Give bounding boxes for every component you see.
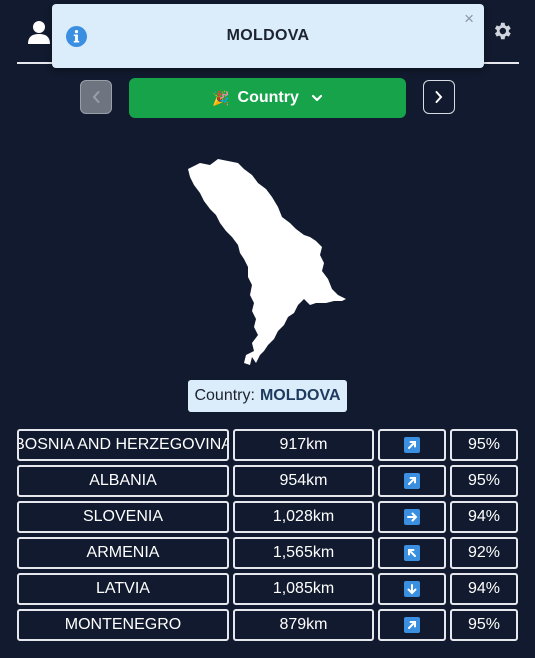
party-popper-icon: 🎉 (212, 90, 229, 107)
answer-value: MOLDOVA (260, 387, 341, 405)
guess-country: ARMENIA (17, 537, 229, 569)
user-icon[interactable] (28, 20, 50, 44)
arrow-north-east-icon (404, 617, 420, 633)
guess-direction (378, 537, 446, 569)
guess-country: BOSNIA AND HERZEGOVINA (17, 429, 229, 461)
guess-distance: 1,085km (233, 573, 374, 605)
guess-mode-label: Country (238, 89, 299, 107)
guess-distance: 917km (233, 429, 374, 461)
guess-country: SLOVENIA (17, 501, 229, 533)
guess-distance: 954km (233, 465, 374, 497)
guess-proximity: 95% (450, 465, 518, 497)
guess-mode-dropdown[interactable]: 🎉 Country (129, 78, 406, 118)
guess-direction (378, 429, 446, 461)
chevron-down-icon (311, 93, 323, 103)
arrow-north-east-icon (404, 437, 420, 453)
guess-proximity: 94% (450, 573, 518, 605)
guess-distance: 1,565km (233, 537, 374, 569)
guess-distance: 1,028km (233, 501, 374, 533)
guess-direction (378, 609, 446, 641)
notification-toast: MOLDOVA × (52, 4, 484, 68)
guess-country: MONTENEGRO (17, 609, 229, 641)
guess-proximity: 92% (450, 537, 518, 569)
close-icon[interactable]: × (464, 10, 474, 27)
answer-prefix: Country: (194, 387, 254, 405)
toast-message: MOLDOVA (52, 27, 484, 45)
guess-direction (378, 501, 446, 533)
arrow-north-east-icon (404, 473, 420, 489)
guess-proximity: 95% (450, 609, 518, 641)
guess-proximity: 95% (450, 429, 518, 461)
guess-direction (378, 573, 446, 605)
arrow-east-icon (404, 509, 420, 525)
arrow-south-icon (404, 581, 420, 597)
country-map-silhouette (186, 157, 350, 367)
chevron-right-icon (434, 90, 444, 104)
chevron-left-icon (91, 90, 101, 104)
arrow-north-west-icon (404, 545, 420, 561)
guess-proximity: 94% (450, 501, 518, 533)
guess-direction (378, 465, 446, 497)
guess-distance: 879km (233, 609, 374, 641)
gear-icon[interactable] (491, 20, 513, 42)
previous-button[interactable] (80, 80, 112, 114)
answer-label: Country: MOLDOVA (188, 380, 347, 412)
guess-country: ALBANIA (17, 465, 229, 497)
next-button[interactable] (423, 80, 455, 114)
guess-country: LATVIA (17, 573, 229, 605)
